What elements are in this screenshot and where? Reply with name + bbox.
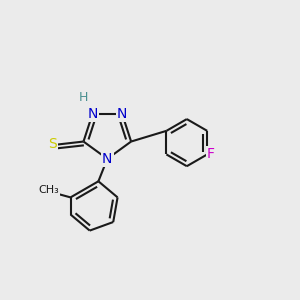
Text: H: H <box>79 91 88 104</box>
Text: F: F <box>207 147 215 161</box>
Text: S: S <box>48 137 57 152</box>
Text: N: N <box>102 152 112 166</box>
Text: CH₃: CH₃ <box>38 185 59 195</box>
Text: N: N <box>117 106 127 121</box>
Text: N: N <box>87 106 98 121</box>
